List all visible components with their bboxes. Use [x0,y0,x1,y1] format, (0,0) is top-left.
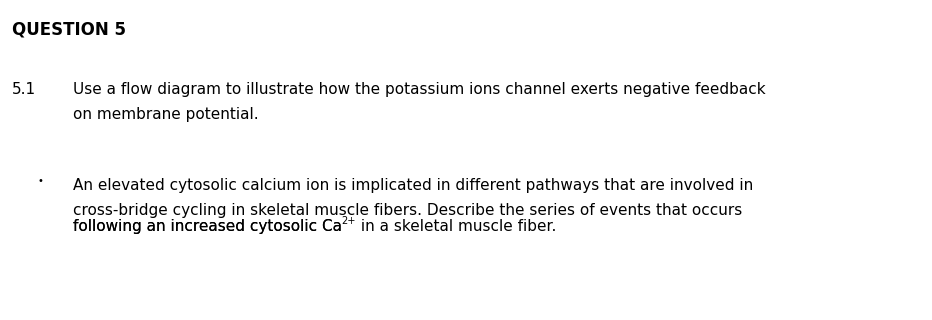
Text: An elevated cytosolic calcium ion is implicated in different pathways that are i: An elevated cytosolic calcium ion is imp… [73,178,753,218]
Text: •: • [37,176,43,186]
Text: Use a flow diagram to illustrate how the potassium ions channel exerts negative : Use a flow diagram to illustrate how the… [73,82,765,122]
Text: following an increased cytosolic Ca: following an increased cytosolic Ca [73,220,342,234]
Text: 5.1: 5.1 [12,82,36,97]
Text: QUESTION 5: QUESTION 5 [12,21,126,39]
Text: in a skeletal muscle fiber.: in a skeletal muscle fiber. [356,220,556,234]
Text: following an increased cytosolic Ca: following an increased cytosolic Ca [73,220,342,234]
Text: 2+: 2+ [342,216,356,226]
